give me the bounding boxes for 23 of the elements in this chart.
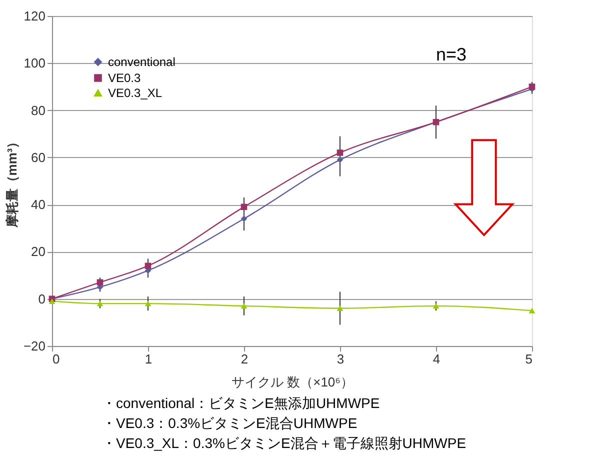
y-tick-label: 100 [24, 56, 46, 71]
text: ・VE0.3：0.3%ビタミンE混合UHMWPE [102, 415, 358, 431]
y-tick-label: 80 [31, 102, 46, 118]
x-tick-label: 5 [525, 352, 532, 366]
legend-label: VE0.3_XL [108, 86, 162, 100]
y-tick-label: 60 [31, 150, 46, 165]
text: ・VE0.3_XL：0.3%ビタミンE混合＋電子線照射UHMWPE [102, 435, 466, 451]
x-tick-label: 3 [336, 352, 344, 366]
x-tick-label: 1 [144, 352, 152, 366]
y-tick-label: 0 [38, 291, 46, 306]
x-axis-title: サイクル 数（×10⁶） [231, 374, 354, 390]
x-tick-label: 2 [240, 352, 248, 366]
y-tick-label: 120 [24, 8, 46, 24]
y-axis-title: 摩耗量（mm³） [4, 135, 20, 229]
y-tick-label: 20 [31, 244, 46, 260]
annotation: n=3 [436, 44, 467, 65]
legend-label: conventional [108, 55, 176, 69]
y-tick-label: 40 [31, 197, 46, 212]
text: ・conventional：ビタミンE無添加UHMWPE [102, 395, 380, 411]
x-tick-label: 4 [432, 352, 440, 366]
legend-label: VE0.3 [108, 71, 142, 85]
x-tick-label: 0 [52, 352, 60, 366]
y-tick-label: −20 [23, 338, 46, 354]
